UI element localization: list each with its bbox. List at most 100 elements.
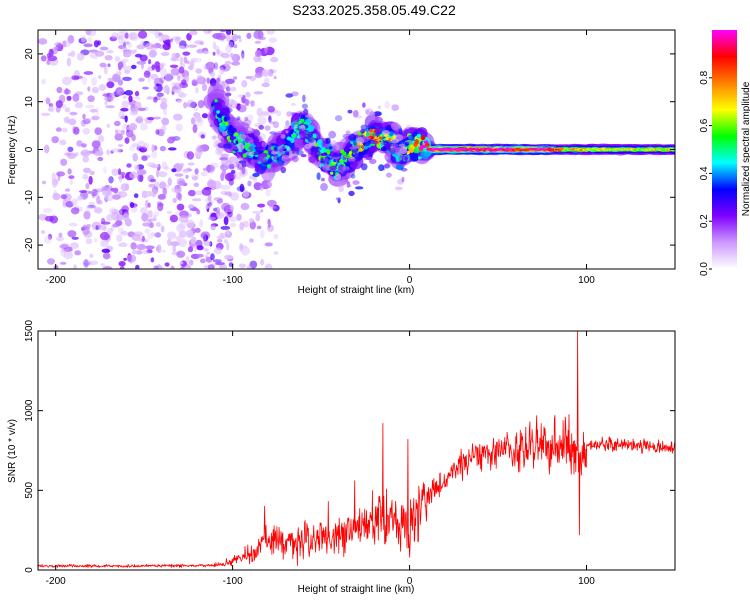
- spectrogram-cell: [122, 213, 129, 222]
- spectrogram-cell: [213, 247, 222, 255]
- spectrogram-cell: [323, 157, 329, 163]
- spectrogram-cell: [38, 38, 48, 45]
- spectrogram-cell: [142, 86, 149, 90]
- spectrogram-cell: [210, 224, 216, 231]
- spectrogram-cell: [92, 86, 99, 94]
- spectrogram-cell: [213, 62, 219, 70]
- spectrogram-cell: [264, 242, 273, 247]
- spectrogram-cell: [144, 191, 154, 197]
- spectrogram-ridge-cell: [286, 146, 290, 151]
- spectrogram-y-tick-label: -10: [24, 190, 35, 205]
- spectrogram-cell: [219, 66, 225, 76]
- spectrogram-cell: [137, 173, 144, 182]
- spectrogram-cell: [95, 190, 100, 197]
- spectrogram-cell: [237, 116, 243, 123]
- spectrogram-cell: [264, 125, 271, 131]
- spectrogram-cell: [261, 69, 268, 77]
- spectrogram-cell: [71, 236, 79, 240]
- spectrogram-cell: [197, 75, 204, 84]
- spectrogram-cell: [160, 184, 170, 190]
- spectrogram-cell: [133, 96, 141, 100]
- spectrogram-cell: [104, 95, 114, 103]
- spectrogram-cell: [62, 76, 72, 86]
- spectrogram-cell: [226, 55, 231, 59]
- spectrogram-ridge-cell: [326, 149, 331, 155]
- spectrogram-ridge-cell: [256, 149, 261, 153]
- spectrogram-cell: [117, 79, 124, 86]
- colorbar-tick-label: 0.6: [699, 118, 710, 132]
- spectrogram-cell: [265, 189, 271, 197]
- spectrogram-cell: [226, 115, 231, 121]
- spectrogram-cell: [276, 110, 282, 117]
- spectrogram-cell: [352, 145, 361, 149]
- spectrogram-cell: [118, 242, 128, 247]
- spectrogram-cell: [342, 157, 347, 161]
- spectrogram-cell: [176, 99, 182, 103]
- spectrogram-cell: [381, 123, 386, 128]
- spectrogram-cell: [273, 233, 279, 240]
- spectrogram-cell: [129, 50, 136, 54]
- spectrogram-cell: [160, 51, 170, 57]
- spectrogram-cell: [177, 192, 182, 201]
- spectrogram-cell: [253, 130, 261, 136]
- spectrogram-ridge-cell: [369, 128, 373, 133]
- spectrogram-cell: [129, 202, 135, 208]
- spectrogram-cell: [243, 220, 249, 228]
- spectrogram-cell: [195, 239, 203, 249]
- snr-y-tick-label: 0: [24, 567, 35, 573]
- spectrogram-cell: [241, 163, 247, 168]
- spectrogram-cell: [73, 70, 80, 77]
- spectrogram-cell: [248, 146, 253, 150]
- spectrogram-cell: [176, 223, 186, 233]
- spectrogram-cell: [398, 155, 403, 161]
- spectrogram-cell: [223, 216, 229, 226]
- spectrogram-cell: [199, 219, 204, 228]
- spectrogram-cell: [164, 73, 173, 82]
- spectrogram-cell: [85, 104, 95, 109]
- spectrogram-cell: [73, 126, 80, 135]
- spectrogram-cell: [161, 124, 167, 132]
- spectrogram-cell: [393, 127, 400, 132]
- spectrogram-cell: [348, 133, 357, 142]
- spectrogram-cell: [398, 143, 405, 147]
- spectrogram-cell: [221, 202, 231, 212]
- spectrogram-ridge-cell: [242, 153, 247, 158]
- spectrogram-cell: [123, 211, 130, 218]
- spectrogram-cell: [203, 240, 212, 247]
- spectrogram-cell: [91, 77, 98, 86]
- spectrogram-cell: [366, 149, 371, 154]
- snr-panel: -200 -100 0 100 0 500 1000 1500 Height of stra…: [7, 319, 676, 595]
- spectrogram-cell: [190, 57, 198, 63]
- spectrogram-cell: [236, 56, 240, 63]
- spectrogram-cell: [147, 162, 157, 168]
- spectrogram-cell: [82, 193, 87, 198]
- spectrogram-cell: [221, 102, 227, 108]
- spectrogram-cell: [273, 75, 277, 80]
- spectrogram-cell: [255, 145, 261, 151]
- spectrogram-cell: [208, 178, 213, 184]
- spectrogram-cell: [236, 186, 246, 192]
- spectrogram-cell: [167, 177, 172, 186]
- spectrogram-cell: [69, 111, 78, 116]
- spectrogram-cell: [175, 192, 182, 200]
- spectrogram-cell: [84, 118, 92, 122]
- spectrogram-cell: [355, 137, 365, 145]
- spectrogram-cell: [96, 106, 99, 116]
- spectrogram-cell: [87, 36, 92, 43]
- spectrogram-cell: [216, 198, 223, 204]
- spectrogram-cell: [63, 247, 73, 252]
- spectrogram-cell: [196, 76, 207, 85]
- spectrogram-cell: [386, 159, 393, 164]
- figure-title: S233.2025.358.05.49.C22: [292, 2, 456, 18]
- spectrogram-cell: [212, 33, 223, 39]
- spectrogram-cell: [155, 83, 159, 87]
- spectrogram-cell: [67, 168, 72, 175]
- spectrogram-cell: [99, 62, 107, 68]
- snr-xlabel: Height of straight line (km): [298, 584, 415, 595]
- spectrogram-cell: [155, 129, 160, 135]
- spectrogram-cell: [220, 153, 230, 157]
- spectrogram-cell: [189, 259, 194, 266]
- spectrogram-cell: [348, 161, 355, 166]
- spectrogram-cell: [146, 233, 153, 240]
- spectrogram-cell: [116, 31, 126, 37]
